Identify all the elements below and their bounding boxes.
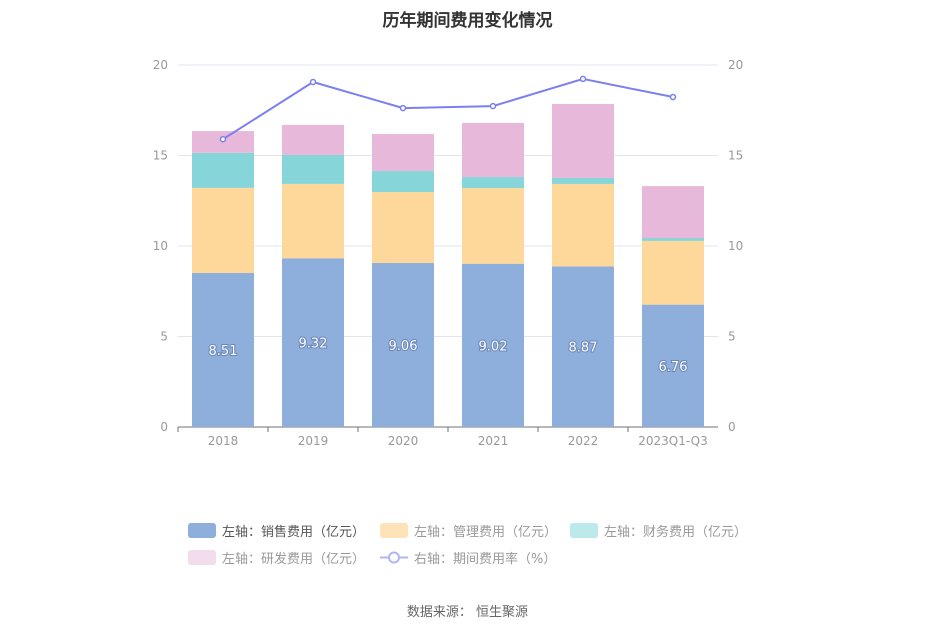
legend-item-admin[interactable]: 左轴：管理费用（亿元） bbox=[380, 521, 557, 540]
bar-segment bbox=[552, 183, 614, 267]
left-axis-tick: 0 bbox=[160, 420, 168, 434]
legend-line-circle-icon bbox=[380, 551, 408, 564]
legend-item-rate[interactable]: 右轴：期间费用率（%） bbox=[380, 548, 556, 567]
data-source: 数据来源： 恒生聚源 bbox=[406, 605, 529, 620]
bar-segment bbox=[552, 103, 614, 178]
legend-swatch bbox=[380, 523, 408, 538]
left-axis-tick: 10 bbox=[153, 239, 168, 253]
left-axis-tick: 5 bbox=[160, 330, 168, 344]
legend-swatch bbox=[570, 523, 598, 538]
bar-data-label: 8.87 bbox=[569, 341, 598, 356]
rate-point bbox=[309, 78, 317, 86]
bar-segment bbox=[282, 183, 344, 259]
right-axis-tick: 5 bbox=[728, 330, 736, 344]
bar-segment bbox=[462, 188, 524, 264]
bar-segment bbox=[372, 192, 434, 264]
legend-swatch bbox=[188, 550, 216, 565]
bar-data-label: 9.02 bbox=[479, 339, 508, 354]
bar-segment bbox=[282, 154, 344, 184]
bar-segment bbox=[462, 177, 524, 189]
bar-segment bbox=[642, 240, 704, 305]
chart-title: 历年期间费用变化情况 bbox=[382, 11, 553, 31]
bar-segment bbox=[192, 187, 254, 273]
rate-point bbox=[489, 102, 497, 110]
x-axis-tick-label: 2023Q1-Q3 bbox=[638, 434, 707, 448]
left-axis-tick: 20 bbox=[153, 58, 168, 72]
right-axis-tick: 20 bbox=[728, 58, 743, 72]
bar-segment bbox=[372, 263, 434, 427]
bar-segment bbox=[462, 263, 524, 427]
bar-segment bbox=[192, 272, 254, 427]
x-axis-tick-label: 2019 bbox=[298, 434, 329, 448]
bar-segment bbox=[642, 304, 704, 427]
legend-item-finance[interactable]: 左轴：财务费用（亿元） bbox=[570, 521, 747, 540]
x-axis-tick-label: 2020 bbox=[388, 434, 419, 448]
bar-segment bbox=[372, 171, 434, 193]
bar-segment bbox=[372, 133, 434, 172]
rate-point bbox=[579, 75, 587, 83]
bar-data-label: 6.76 bbox=[659, 360, 688, 375]
legend-label: 左轴：管理费用（亿元） bbox=[414, 525, 558, 540]
bar-segment bbox=[282, 124, 344, 155]
bar-data-label: 9.06 bbox=[389, 339, 418, 354]
x-axis-tick-label: 2021 bbox=[478, 434, 509, 448]
right-axis-tick: 0 bbox=[728, 420, 736, 434]
legend-label: 左轴：销售费用（亿元） bbox=[222, 525, 366, 540]
legend-item-rnd[interactable]: 左轴：研发费用（亿元） bbox=[188, 548, 365, 567]
rate-line bbox=[222, 77, 674, 141]
rate-point bbox=[219, 135, 227, 143]
x-axis-tick-label: 2018 bbox=[208, 434, 239, 448]
legend-label: 右轴：期间费用率（%） bbox=[414, 552, 557, 567]
bar-segment bbox=[642, 186, 704, 239]
legend-swatch bbox=[188, 523, 216, 538]
rate-point bbox=[399, 104, 407, 112]
right-axis-tick: 15 bbox=[728, 149, 743, 163]
legend-item-sales[interactable]: 左轴：销售费用（亿元） bbox=[188, 521, 365, 540]
legend-label: 左轴：研发费用（亿元） bbox=[222, 552, 366, 567]
bar-segment bbox=[552, 177, 614, 184]
bar-segment bbox=[552, 266, 614, 427]
bar-segment bbox=[462, 122, 524, 178]
rate-point bbox=[669, 93, 677, 101]
bar-segment bbox=[192, 152, 254, 188]
right-axis-tick: 10 bbox=[728, 239, 743, 253]
bar-segment bbox=[282, 258, 344, 427]
bar-data-label: 9.32 bbox=[299, 337, 328, 352]
x-axis-tick-label: 2022 bbox=[568, 434, 599, 448]
left-axis-tick: 15 bbox=[153, 149, 168, 163]
bar-data-label: 8.51 bbox=[209, 344, 238, 359]
legend-label: 左轴：财务费用（亿元） bbox=[604, 525, 748, 540]
bar-segment bbox=[642, 238, 704, 241]
